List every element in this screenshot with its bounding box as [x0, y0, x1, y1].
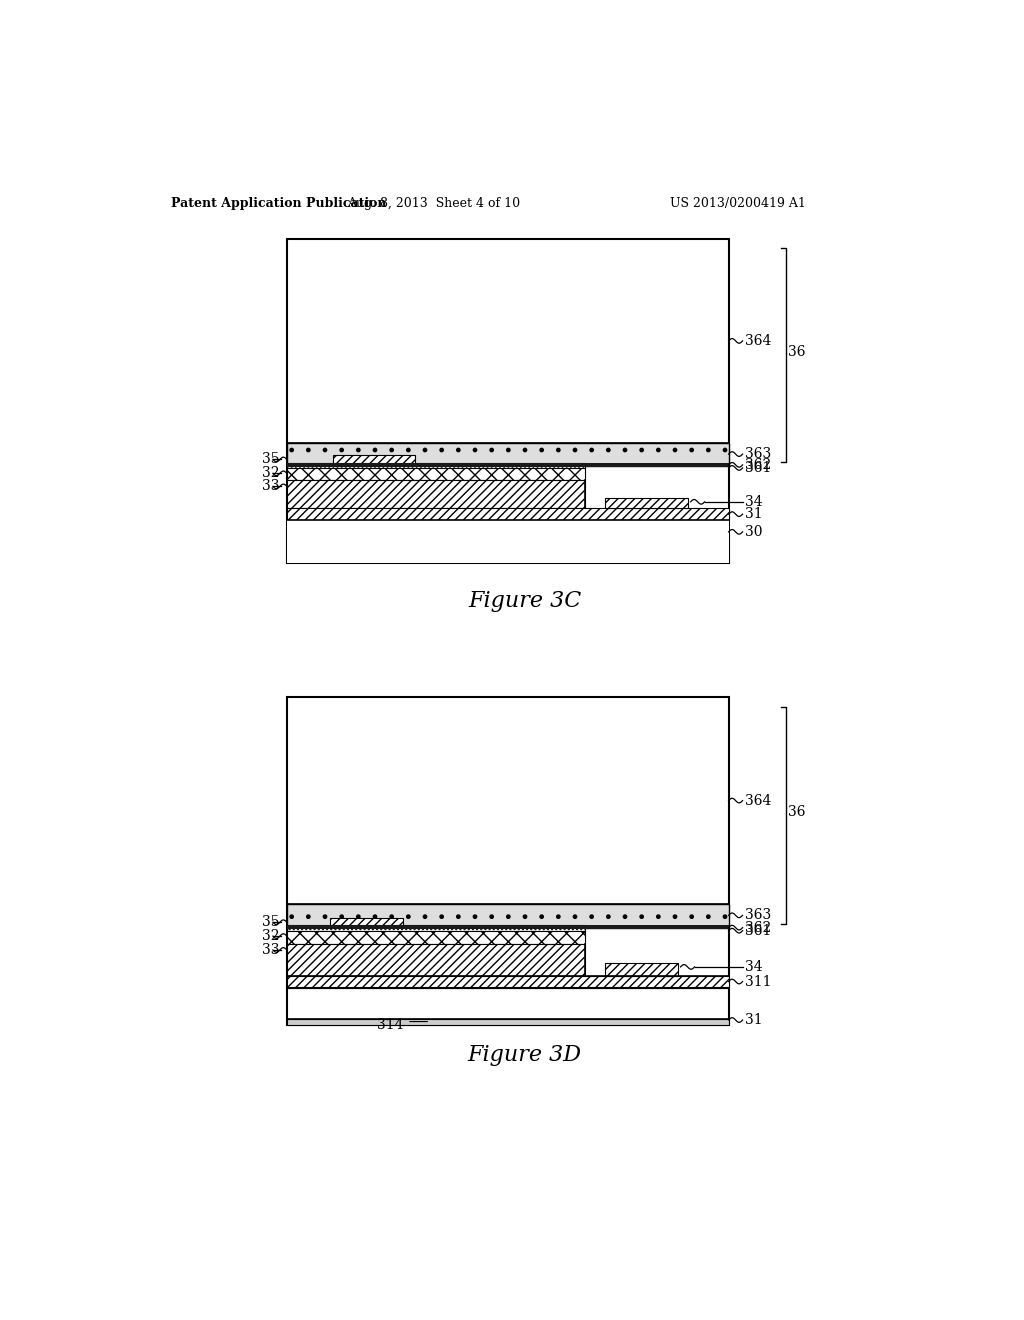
Text: Aug. 8, 2013  Sheet 4 of 10: Aug. 8, 2013 Sheet 4 of 10: [347, 197, 520, 210]
Text: Figure 3D: Figure 3D: [468, 1044, 582, 1067]
Text: 34: 34: [744, 495, 763, 508]
Text: 30: 30: [744, 525, 763, 539]
Bar: [287, 444, 729, 466]
Bar: [287, 944, 586, 977]
Text: 36: 36: [788, 805, 806, 820]
Bar: [287, 463, 729, 467]
Bar: [287, 508, 729, 520]
Text: 311: 311: [744, 974, 771, 989]
Text: 33: 33: [261, 942, 280, 957]
Text: 361: 361: [744, 461, 771, 475]
Bar: [287, 931, 586, 944]
Bar: [287, 925, 586, 931]
Bar: [334, 455, 415, 463]
Text: 31: 31: [744, 507, 763, 521]
Text: 34: 34: [744, 960, 763, 974]
Text: 314: 314: [377, 1018, 403, 1032]
Bar: [287, 463, 586, 469]
Text: 362: 362: [744, 458, 771, 471]
Text: 362: 362: [744, 920, 771, 935]
Bar: [604, 964, 678, 977]
Text: Figure 3C: Figure 3C: [468, 590, 582, 612]
Bar: [287, 697, 729, 1024]
Bar: [287, 239, 729, 562]
Bar: [287, 904, 729, 928]
Text: 35: 35: [261, 915, 280, 929]
Text: 361: 361: [744, 924, 771, 937]
Bar: [330, 917, 403, 925]
Text: 33: 33: [261, 479, 280, 494]
Bar: [287, 1019, 729, 1024]
Text: 363: 363: [744, 447, 771, 461]
Text: 364: 364: [744, 334, 771, 348]
Text: 363: 363: [744, 908, 771, 923]
Text: 36: 36: [788, 346, 806, 359]
Text: 31: 31: [744, 1012, 763, 1027]
Bar: [287, 520, 729, 562]
Bar: [287, 480, 586, 508]
Bar: [287, 469, 586, 480]
Text: 364: 364: [744, 793, 771, 808]
Bar: [287, 977, 729, 989]
Bar: [287, 925, 729, 929]
Text: 32: 32: [261, 466, 280, 480]
Text: 32: 32: [261, 929, 280, 942]
Text: Patent Application Publication: Patent Application Publication: [171, 197, 386, 210]
Text: US 2013/0200419 A1: US 2013/0200419 A1: [671, 197, 806, 210]
Bar: [604, 498, 688, 508]
Text: 35: 35: [261, 453, 280, 466]
